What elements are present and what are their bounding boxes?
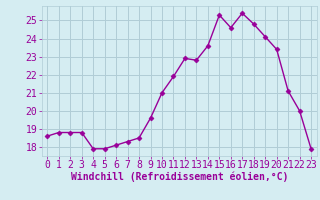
X-axis label: Windchill (Refroidissement éolien,°C): Windchill (Refroidissement éolien,°C) — [70, 172, 288, 182]
